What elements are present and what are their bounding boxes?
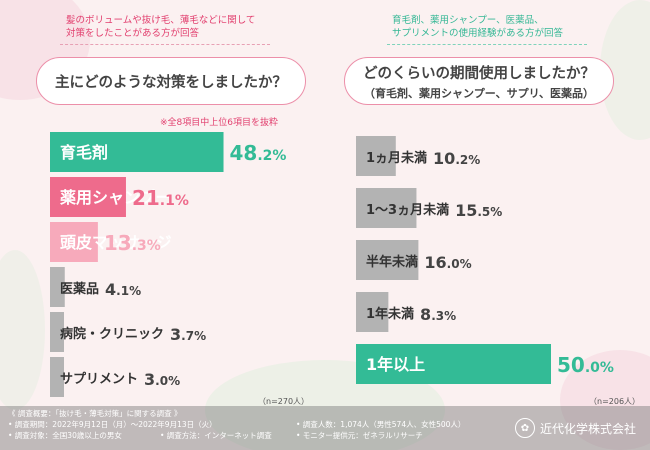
right-question-pill: どのくらいの期間使用しましたか？ （育毛剤、薬用シャンプー、サプリ、医薬品） bbox=[344, 57, 614, 105]
company-name: 近代化学株式会社 bbox=[539, 421, 636, 436]
left-question-title: 主にどのような対策をしましたか？ bbox=[55, 74, 287, 91]
left-value-label-5: 3.0% bbox=[144, 370, 180, 389]
right-caption-line1: 育毛剤、薬用シャンプー、医薬品、 bbox=[392, 15, 544, 26]
survey-footer: 《 調査概要：「抜け毛・薄毛対策」に関する調査 》 • 調査期間：2022年9月… bbox=[0, 406, 650, 450]
right-category-label-4: 1年以上 bbox=[366, 355, 425, 374]
left-bar-1 bbox=[50, 177, 126, 217]
right-question-title: どのくらいの期間使用しましたか？ bbox=[363, 65, 595, 82]
left-category-label-4: 病院・クリニック bbox=[60, 326, 164, 342]
footer-period: • 調査期間：2022年9月12日（月）～2022年9月13日（火） bbox=[8, 420, 217, 429]
left-caption-line2: 対策をしたことがある方が回答 bbox=[66, 28, 200, 39]
right-bar-4 bbox=[356, 344, 551, 384]
right-bar-1 bbox=[356, 188, 417, 228]
footer-people: • 調査人数：1,074人（男性574人、女性500人） bbox=[296, 420, 466, 429]
company-brand: ✿ 近代化学株式会社 bbox=[514, 418, 636, 438]
left-category-label-5: サプリメント bbox=[60, 372, 138, 387]
footer-provider: • モニター提供元：ゼネラルリサーチ bbox=[296, 431, 423, 440]
left-bar-0 bbox=[50, 132, 224, 172]
left-bar-3 bbox=[50, 267, 65, 307]
right-n-label: （n=206人） bbox=[589, 397, 641, 406]
right-category-label-0: 1ヵ月未満 bbox=[366, 150, 427, 166]
left-bar-4 bbox=[50, 312, 64, 352]
left-value-label-1: 21.1% bbox=[132, 186, 189, 210]
right-caption-underline bbox=[387, 44, 587, 45]
right-value-label-0: 10.2% bbox=[433, 149, 480, 168]
left-caption-line1: 髪のボリュームや抜け毛、薄毛などに関して bbox=[66, 15, 256, 26]
right-value-label-4: 50.0% bbox=[557, 353, 614, 377]
left-value-label-2: 13.3% bbox=[104, 231, 161, 255]
left-category-label-3: 医薬品 bbox=[60, 281, 99, 297]
left-caption-underline bbox=[60, 44, 270, 45]
right-question-subtitle: （育毛剤、薬用シャンプー、サプリ、医薬品） bbox=[364, 86, 594, 100]
right-category-label-2: 半年未満 bbox=[366, 254, 418, 270]
right-caption-line2: サプリメントの使用経験がある方が回答 bbox=[392, 28, 564, 39]
footer-line1: 《 調査概要：「抜け毛・薄毛対策」に関する調査 》 bbox=[8, 409, 182, 418]
left-bar-2 bbox=[50, 222, 98, 262]
right-bar-2 bbox=[356, 240, 419, 280]
right-bar-0 bbox=[356, 136, 396, 176]
left-value-label-0: 48.2% bbox=[230, 141, 287, 165]
right-value-label-1: 15.5% bbox=[455, 201, 502, 220]
left-category-label-0: 育毛剤 bbox=[60, 143, 108, 162]
left-bar-5 bbox=[50, 357, 64, 397]
left-value-label-3: 4.1% bbox=[105, 280, 141, 299]
left-n-label: （n=270人） bbox=[258, 397, 310, 406]
left-question-pill: 主にどのような対策をしましたか？ bbox=[36, 57, 306, 105]
company-logo-icon: ✿ bbox=[514, 418, 535, 438]
left-category-label-1: 薬用シャンプー bbox=[59, 188, 172, 207]
right-category-label-1: 1～3ヵ月未満 bbox=[366, 202, 449, 218]
left-note: ※全8項目中上位6項目を抜粋 bbox=[160, 118, 278, 128]
footer-method: • 調査方法：インターネット調査 bbox=[160, 431, 272, 440]
left-value-label-4: 3.7% bbox=[170, 325, 206, 344]
footer-target: • 調査対象：全国30歳以上の男女 bbox=[8, 431, 122, 440]
left-category-label-2: 頭皮マッサージ bbox=[60, 233, 172, 252]
right-bar-3 bbox=[356, 292, 389, 332]
right-category-label-3: 1年未満 bbox=[366, 306, 414, 322]
right-value-label-2: 16.0% bbox=[424, 253, 471, 272]
right-value-label-3: 8.3% bbox=[420, 305, 456, 324]
